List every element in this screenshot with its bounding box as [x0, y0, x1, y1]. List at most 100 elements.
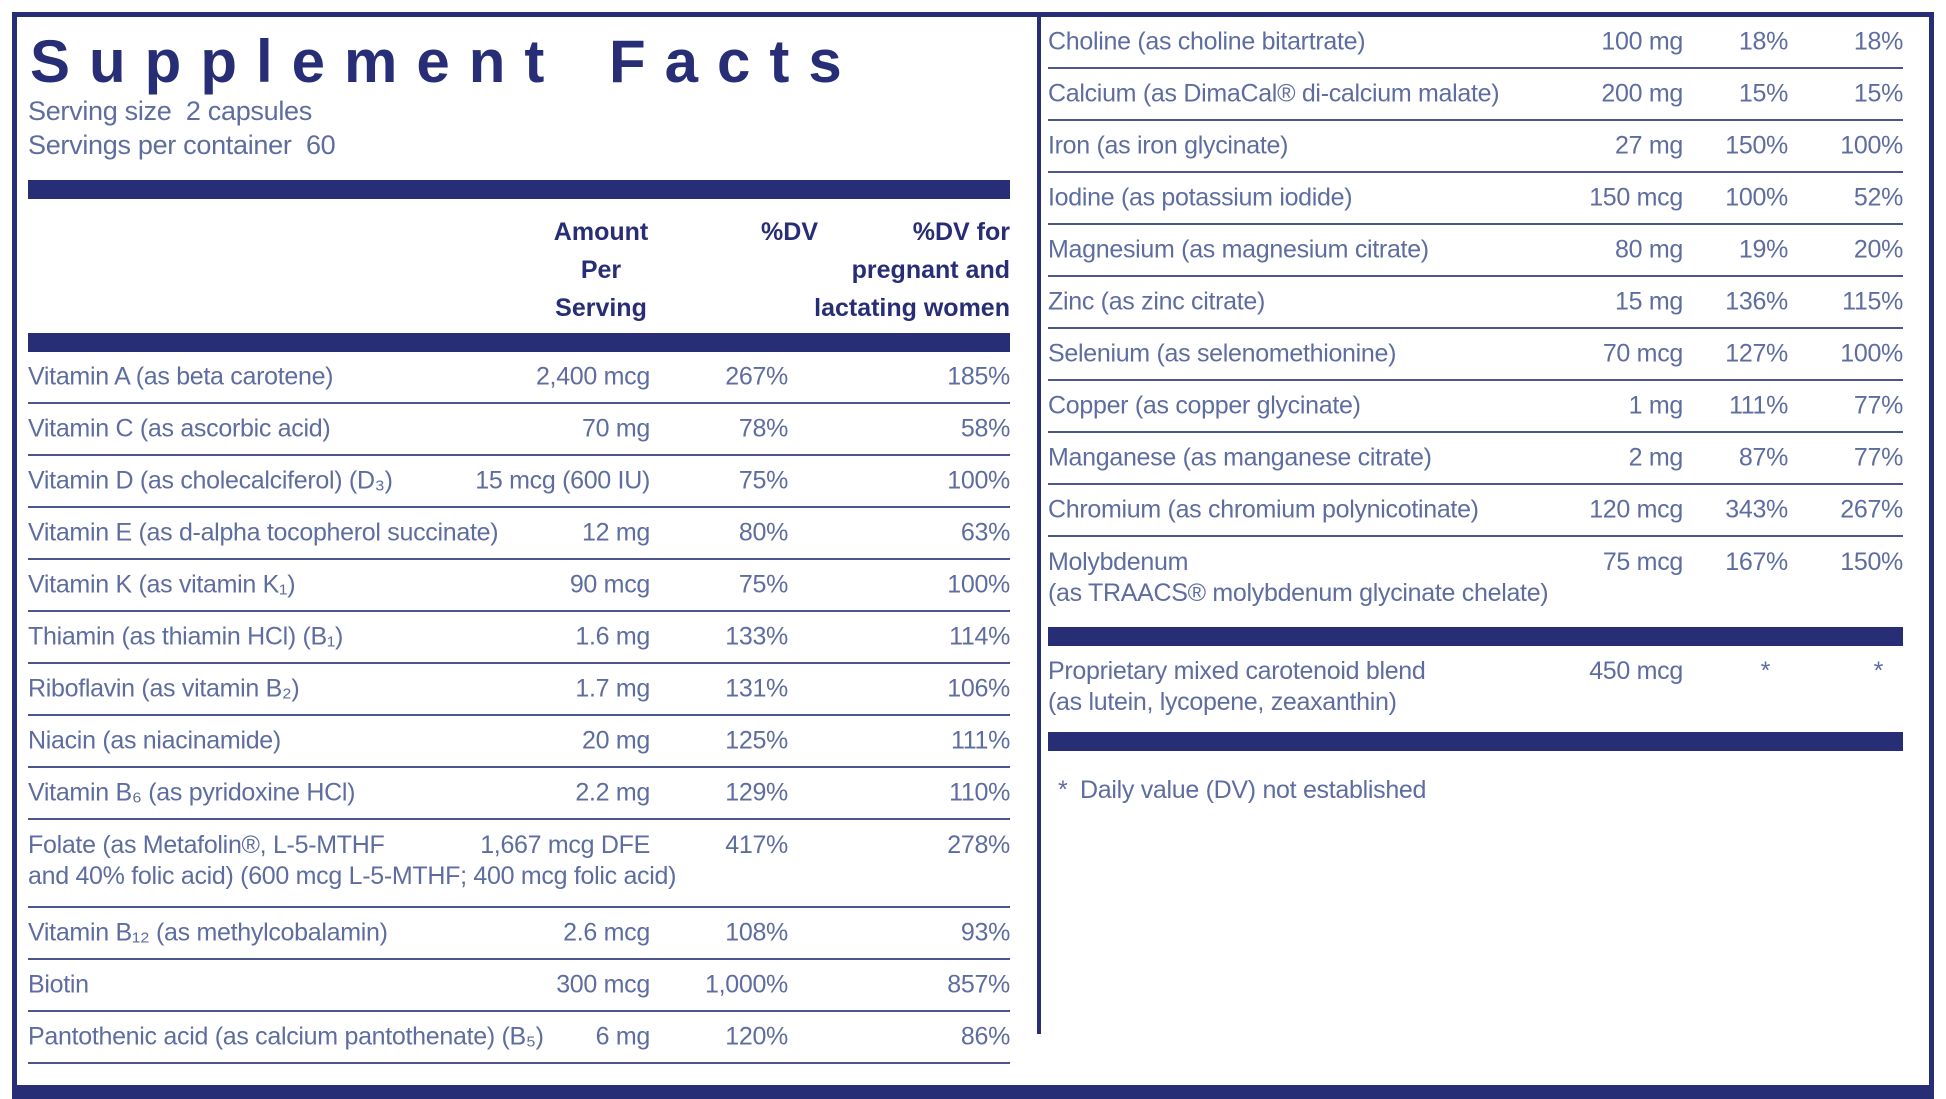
pregnant-dv-cell: 106%	[947, 674, 1010, 703]
amount-cell: 150 mcg	[1589, 183, 1683, 212]
pregnant-dv-cell: 100%	[1840, 339, 1903, 368]
dv-cell: 129%	[725, 778, 788, 807]
nutrient-row: Vitamin B₆ (as pyridoxine HCl) 2.2 mg 129%…	[28, 768, 1010, 820]
dv-cell: 131%	[725, 674, 788, 703]
nutrient-row: Choline (as choline bitartrate) 100 mg 18%…	[1048, 17, 1903, 69]
nutrient-name: Proprietary mixed carotenoid blend (as l…	[1048, 656, 1426, 718]
dv-cell: 75%	[738, 466, 788, 495]
column-divider	[1037, 17, 1041, 1034]
servings-per-container: Servings per container 60	[28, 130, 336, 160]
dv-cell: 136%	[1725, 287, 1788, 316]
section-bar	[1048, 627, 1903, 646]
amount-cell: 90 mcg	[569, 570, 650, 599]
pregnant-dv-cell: 114%	[949, 622, 1010, 651]
pregnant-dv-cell: 20%	[1853, 235, 1903, 264]
nutrient-name: Vitamin B₆ (as pyridoxine HCl)	[28, 778, 356, 807]
pregnant-dv-cell: 15%	[1853, 79, 1903, 108]
footnote-text: Daily value (DV) not established	[1080, 776, 1427, 804]
amount-cell: 12 mg	[582, 518, 650, 547]
pregnant-dv-cell: 857%	[947, 970, 1010, 999]
nutrient-name: Choline (as choline bitartrate)	[1048, 27, 1366, 56]
nutrient-name: Manganese (as manganese citrate)	[1048, 443, 1432, 472]
amount-header-line: Serving	[555, 294, 647, 322]
nutrient-row: Vitamin B₁₂ (as methylcobalamin) 2.6 mcg 1…	[28, 908, 1010, 960]
pregnant-dv-cell: 93%	[960, 918, 1010, 947]
dv-cell: 15%	[1738, 79, 1788, 108]
blend-name-line: (as lutein, lycopene, zeaxanthin)	[1048, 688, 1397, 716]
nutrient-row: Iodine (as potassium iodide) 150 mcg 100% 5…	[1048, 173, 1903, 225]
section-bar	[1048, 732, 1903, 751]
amount-cell: 450 mcg	[1589, 657, 1683, 685]
dv-cell: 111%	[1728, 391, 1788, 420]
pregnant-header-line: lactating women	[814, 294, 1010, 322]
dv-header: %DV	[761, 218, 818, 246]
pregnant-header-line: %DV for	[912, 218, 1010, 246]
amount-cell: 2 mg	[1628, 443, 1684, 472]
pregnant-dv-cell: 86%	[960, 1022, 1010, 1051]
pregnant-dv-cell: 185%	[947, 362, 1010, 391]
nutrient-name: Thiamin (as thiamin HCl) (B₁)	[28, 622, 344, 651]
bottom-bar	[12, 1085, 1934, 1099]
amount-cell: 27 mg	[1615, 131, 1683, 160]
nutrient-row: Vitamin E (as d-alpha tocopherol succina…	[28, 508, 1010, 560]
amount-cell: 20 mg	[582, 726, 650, 755]
nutrient-row: Chromium (as chromium polynicotinate) 120…	[1048, 485, 1903, 537]
amount-cell: 80 mg	[1615, 235, 1683, 264]
nutrient-name: Niacin (as niacinamide)	[28, 726, 281, 755]
amount-cell: 75 mcg	[1602, 548, 1683, 576]
nutrient-row: Vitamin D (as cholecalciferol) (D₃) 15 mc…	[28, 456, 1010, 508]
nutrient-name: Riboflavin (as vitamin B₂)	[28, 674, 300, 703]
dv-cell: 78%	[738, 414, 788, 443]
nutrient-name: Iron (as iron glycinate)	[1048, 131, 1289, 160]
label-title: Supplement Facts	[30, 28, 861, 95]
pregnant-dv-cell: 115%	[1842, 287, 1903, 316]
pregnant-dv-header: %DV for pregnant and lactating women	[814, 213, 1010, 327]
amount-cell: 70 mcg	[1602, 339, 1683, 368]
nutrient-name: Folate (as Metafolin®, L-5-MTHF and 40% f…	[28, 831, 677, 890]
nutrient-name: Pantothenic acid (as calcium pantothenat…	[28, 1022, 544, 1051]
dv-cell: 75%	[738, 570, 788, 599]
dv-cell: 417%	[725, 831, 788, 859]
dv-cell: 100%	[1725, 183, 1788, 212]
amount-cell: 2.6 mcg	[563, 918, 650, 947]
amount-cell: 1,667 mcg DFE	[480, 831, 650, 859]
nutrient-row: Riboflavin (as vitamin B₂) 1.7 mg 131% 106%	[28, 664, 1010, 716]
pregnant-dv-cell: 100%	[1840, 131, 1903, 160]
pregnant-dv-cell: 77%	[1853, 443, 1903, 472]
nutrient-row: Manganese (as manganese citrate) 2 mg 87% 7…	[1048, 433, 1903, 485]
nutrient-name: Iodine (as potassium iodide)	[1048, 183, 1353, 212]
section-bar	[28, 180, 1010, 199]
amount-cell: 2.2 mg	[575, 778, 650, 807]
pregnant-dv-cell: 52%	[1853, 183, 1903, 212]
nutrient-name: Zinc (as zinc citrate)	[1048, 287, 1266, 316]
pregnant-dv-cell: 111%	[950, 726, 1010, 755]
nutrient-row: Niacin (as niacinamide) 20 mg 125% 111%	[28, 716, 1010, 768]
nutrient-row: Biotin 300 mcg 1,000% 857%	[28, 960, 1010, 1012]
dv-cell: 80%	[738, 518, 788, 547]
dv-cell: 87%	[1738, 443, 1788, 472]
amount-cell: 2,400 mcg	[535, 362, 650, 391]
nutrient-name: Vitamin B₁₂ (as methylcobalamin)	[28, 918, 388, 947]
amount-cell: 15 mcg (600 IU)	[475, 466, 650, 495]
nutrient-row: Selenium (as selenomethionine) 70 mcg 127%…	[1048, 329, 1903, 381]
pregnant-dv-cell: 110%	[949, 778, 1010, 807]
nutrient-row: Copper (as copper glycinate) 1 mg 111% 77%	[1048, 381, 1903, 433]
nutrient-row: Calcium (as DimaCal® di-calcium malate) 2…	[1048, 69, 1903, 121]
nutrient-row: Vitamin K (as vitamin K₁) 90 mcg 75% 100%	[28, 560, 1010, 612]
dv-cell: 18%	[1738, 27, 1788, 56]
amount-cell: 1.7 mg	[575, 674, 650, 703]
nutrient-row: Magnesium (as magnesium citrate) 80 mg 19%…	[1048, 225, 1903, 277]
right-column: Choline (as choline bitartrate) 100 mg 18%…	[1048, 17, 1903, 805]
blend-row: Proprietary mixed carotenoid blend (as l…	[1048, 646, 1903, 732]
nutrient-row: Thiamin (as thiamin HCl) (B₁) 1.6 mg 133% 1…	[28, 612, 1010, 664]
amount-cell: 120 mcg	[1589, 495, 1683, 524]
amount-per-serving-header: Amount Per Serving	[501, 213, 701, 327]
label-border	[12, 12, 1934, 1095]
dv-cell: 127%	[1725, 339, 1788, 368]
footnote: * Daily value (DV) not established	[1048, 775, 1903, 805]
amount-cell: 1 mg	[1628, 391, 1684, 420]
pregnant-dv-cell: 278%	[947, 831, 1010, 859]
nutrient-table-right: Choline (as choline bitartrate) 100 mg 18%…	[1048, 17, 1903, 627]
nutrient-row: Folate (as Metafolin®, L-5-MTHF and 40% f…	[28, 820, 1010, 908]
left-column: Supplement Facts Serving size 2 capsules…	[28, 17, 1010, 1064]
